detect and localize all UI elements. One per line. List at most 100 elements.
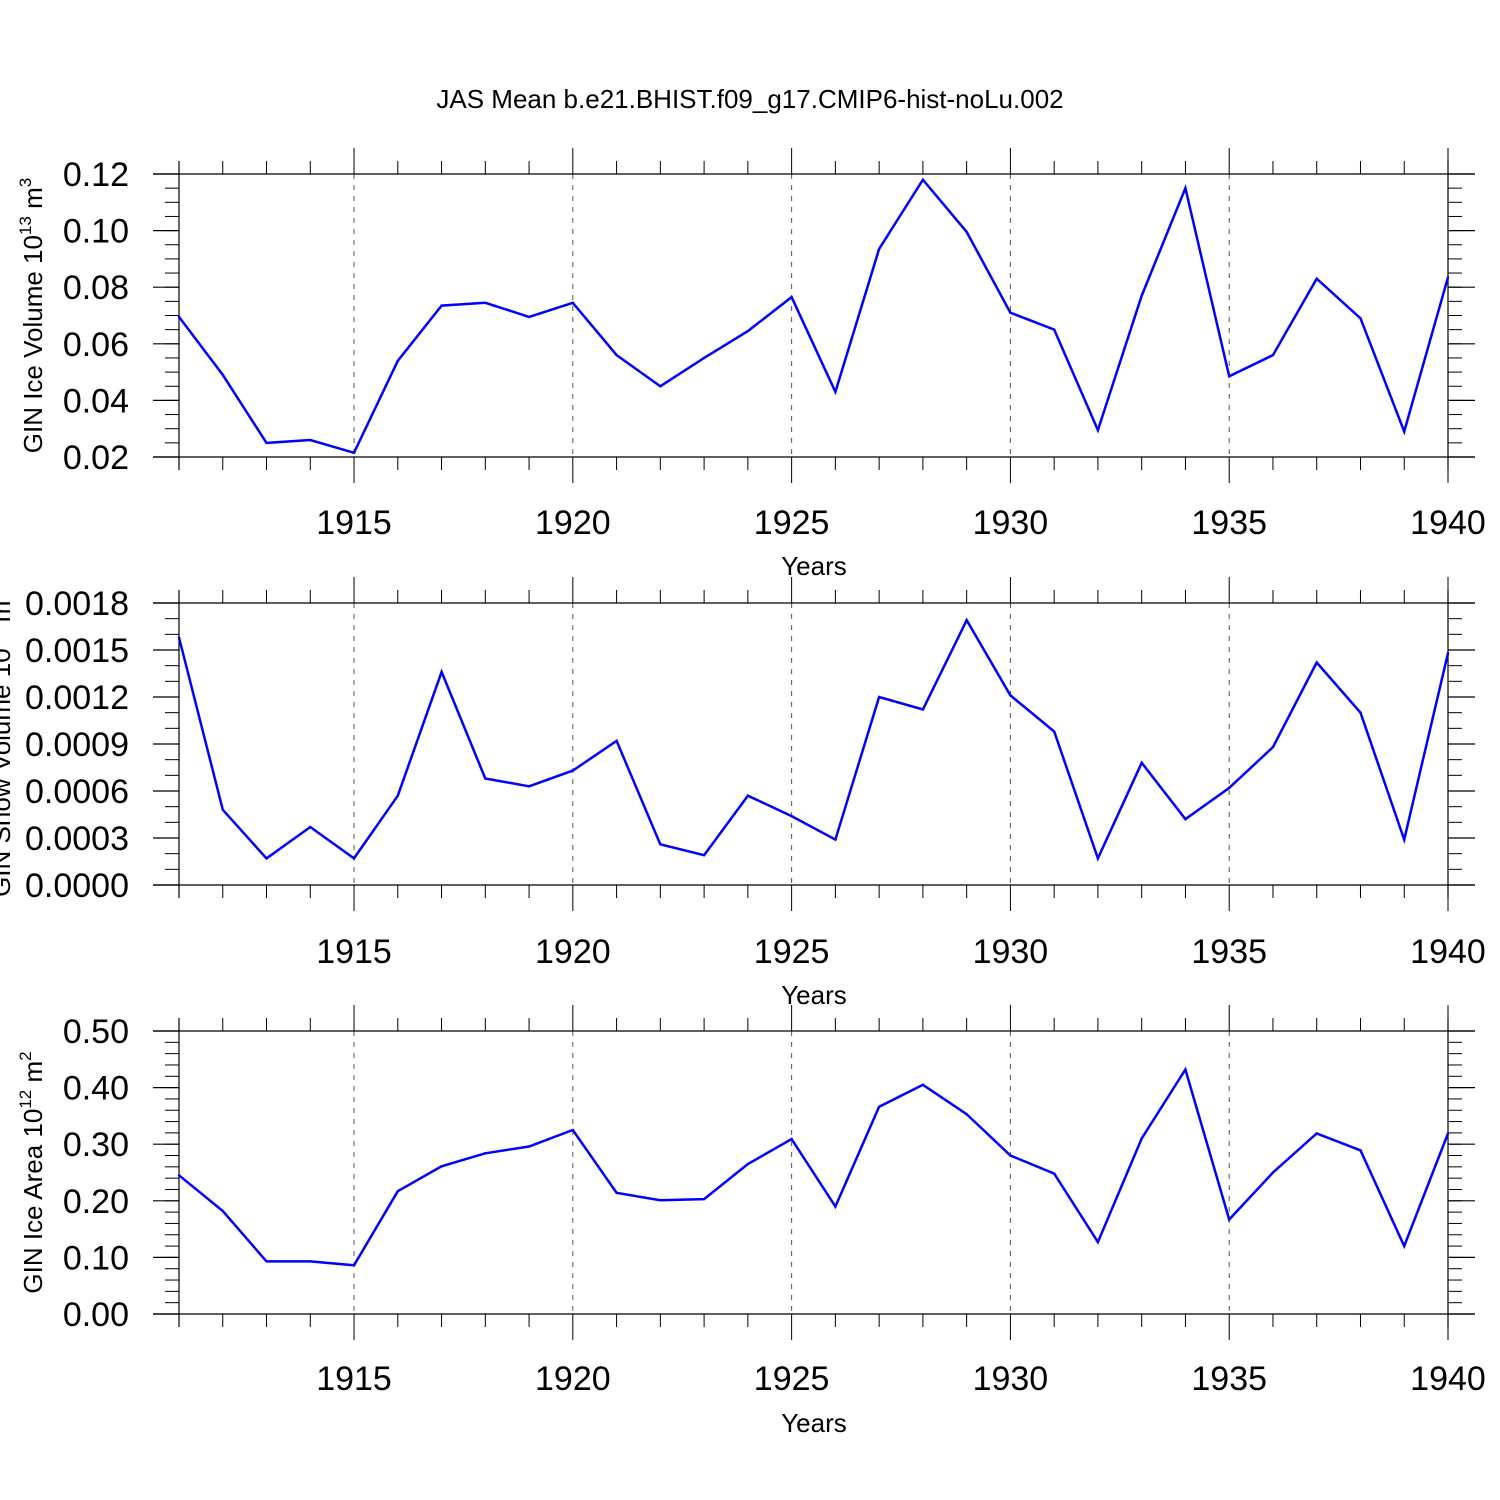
y-tick-label: 0.0015 (25, 632, 129, 670)
y-tick-label: 0.30 (63, 1126, 129, 1164)
x-tick-label: 1940 (1410, 504, 1486, 542)
x-tick-label: 1925 (754, 1360, 830, 1398)
y-tick-label: 0.0012 (25, 679, 129, 717)
data-point (265, 1260, 268, 1263)
data-point (571, 301, 575, 304)
data-point (440, 1165, 443, 1168)
data-point (1052, 730, 1056, 733)
x-tick-label: 1915 (316, 1360, 392, 1398)
data-point (571, 769, 575, 772)
y-tick-label: 0.0006 (25, 773, 129, 811)
x-axis-label: Years (781, 551, 847, 581)
data-point (1140, 1137, 1143, 1140)
data-point (1403, 1244, 1406, 1248)
data-point (965, 230, 968, 234)
data-point (834, 838, 837, 841)
data-point (484, 301, 487, 304)
data-point (1228, 375, 1231, 378)
series-line (178, 1066, 1450, 1267)
data-point (1359, 711, 1362, 714)
x-tick-label: 1935 (1191, 933, 1267, 971)
data-point (1184, 818, 1187, 821)
x-tick-label: 1935 (1191, 504, 1267, 542)
figure-title: JAS Mean b.e21.BHIST.f09_g17.CMIP6-hist-… (436, 84, 1064, 114)
data-point (221, 1209, 224, 1213)
data-point (834, 390, 837, 394)
x-tick-label: 1920 (535, 1360, 611, 1398)
data-point (396, 359, 399, 362)
data-point (659, 385, 662, 388)
data-point (309, 438, 312, 442)
chart-panel: 0.02 0.04 0.06 0.08 0.10 0.12 1915 1920 1925 1930… (16, 148, 1486, 581)
data-point (1009, 694, 1012, 697)
data-point (702, 356, 706, 360)
x-tick-label: 1930 (973, 504, 1049, 542)
y-tick-label: 0.10 (63, 1239, 129, 1277)
y-tick-label: 0.40 (63, 1070, 129, 1108)
x-tick-label: 1915 (316, 933, 392, 971)
data-point (352, 451, 356, 454)
data-point (484, 1152, 487, 1155)
x-tick-label: 1925 (754, 933, 830, 971)
data-point (1315, 661, 1318, 664)
data-point (1140, 761, 1143, 764)
data-point (790, 814, 793, 818)
data-point (440, 670, 443, 674)
data-point (1228, 1218, 1231, 1221)
data-point (396, 794, 399, 797)
data-point (1271, 1171, 1275, 1174)
y-tick-label: 0.50 (63, 1013, 129, 1051)
y-tick-label: 0.0018 (25, 585, 129, 623)
data-point (177, 1174, 181, 1177)
y-tick-label: 0.10 (63, 213, 129, 251)
data-point (265, 857, 268, 860)
data-point (352, 857, 356, 860)
y-tick-label: 0.02 (63, 439, 129, 477)
y-tick-label: 0.0003 (25, 820, 129, 858)
data-point (965, 1113, 968, 1116)
x-tick-label: 1940 (1410, 933, 1486, 971)
x-tick-label: 1920 (535, 933, 611, 971)
data-point (615, 739, 618, 743)
data-point (659, 843, 662, 846)
y-axis-label: GIN Ice Volume 1013 m3 (16, 178, 48, 454)
y-tick-label: 0.20 (63, 1183, 129, 1221)
data-point (834, 1205, 837, 1208)
data-point (527, 315, 531, 319)
data-point (352, 1264, 356, 1267)
data-point (1184, 1068, 1187, 1071)
data-point (746, 1162, 750, 1166)
x-tick-label: 1925 (754, 504, 830, 542)
data-point (440, 304, 443, 307)
x-axis-label: Years (781, 1408, 847, 1438)
data-point (790, 295, 793, 299)
x-tick-label: 1930 (973, 1360, 1049, 1398)
x-tick-label: 1940 (1410, 1360, 1486, 1398)
data-point (265, 441, 268, 445)
data-point (921, 708, 925, 711)
y-axis-label: GIN Snow Volume 1013 m3 (0, 591, 16, 897)
data-point (965, 619, 968, 622)
data-point (1271, 353, 1275, 357)
data-point (177, 636, 181, 639)
x-tick-label: 1920 (535, 504, 611, 542)
y-axis-label: GIN Ice Area 1012 m2 (16, 1051, 48, 1293)
data-point (1096, 1240, 1100, 1244)
y-tick-label: 0.04 (63, 382, 129, 420)
y-tick-label: 0.06 (63, 326, 129, 364)
y-tick-label: 0.0009 (25, 726, 129, 764)
data-point (527, 785, 531, 788)
data-point (1446, 1132, 1450, 1135)
data-point (921, 1083, 925, 1086)
data-point (1184, 186, 1187, 190)
data-point (921, 178, 925, 181)
data-point (1359, 317, 1362, 320)
y-tick-label: 0.08 (63, 269, 129, 307)
data-point (746, 794, 750, 797)
data-point (221, 373, 224, 377)
data-point (877, 247, 881, 251)
chart-panel: 0.0000 0.0003 0.0006 0.0009 0.0012 0.0015 0.00… (0, 577, 1486, 1010)
data-point (877, 695, 881, 699)
data-point (746, 329, 750, 333)
